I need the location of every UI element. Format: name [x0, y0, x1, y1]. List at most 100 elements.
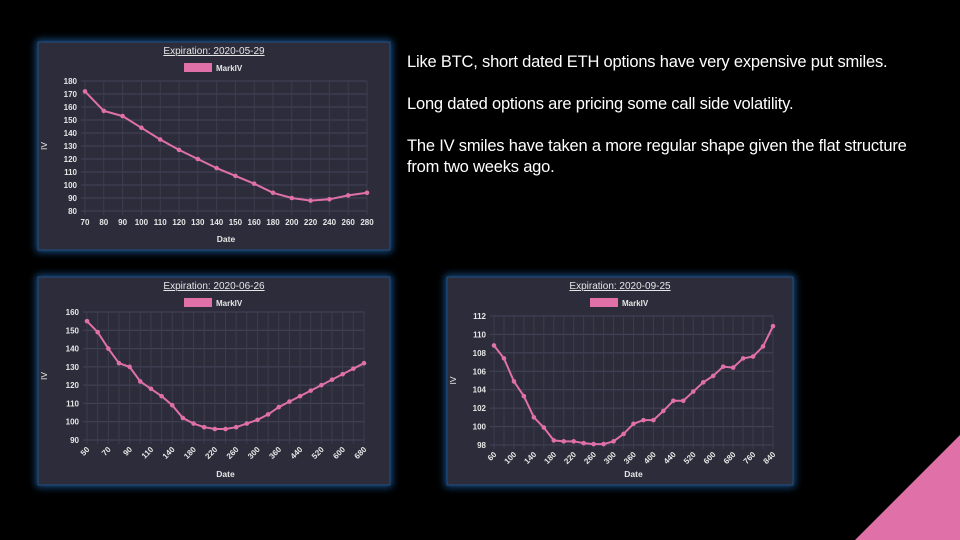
data-point [345, 193, 351, 198]
data-point [319, 382, 324, 388]
data-point [601, 441, 606, 447]
data-point [127, 364, 132, 370]
data-point [287, 399, 292, 404]
data-point [631, 421, 636, 427]
data-point [541, 425, 547, 430]
y-tick-label: 180 [64, 77, 78, 86]
paragraph: The IV smiles have taken a more regular … [407, 137, 907, 176]
paragraph: Long dated options are pricing some call… [407, 95, 794, 113]
data-point [671, 398, 676, 404]
data-point [351, 366, 356, 371]
legend-swatch [590, 298, 618, 307]
data-point [308, 388, 314, 393]
data-point [521, 393, 527, 399]
data-point [327, 197, 332, 202]
y-tick-label: 90 [68, 194, 77, 203]
data-point [214, 165, 219, 171]
x-tick-label: 100 [135, 218, 149, 227]
panel-background [446, 276, 794, 486]
data-point [195, 156, 201, 162]
y-tick-label: 130 [64, 142, 78, 151]
data-point [361, 360, 367, 366]
y-tick-label: 100 [64, 181, 78, 190]
x-tick-label: 70 [81, 218, 90, 227]
y-tick-label: 80 [68, 207, 77, 216]
chart-panel: Expiration: 2020-09-25 MarkIV 98 100 102 104 1… [445, 275, 795, 487]
x-tick-label: 150 [229, 218, 243, 227]
y-tick-label: 100 [66, 418, 80, 427]
legend-swatch [184, 63, 212, 72]
data-point [651, 417, 656, 423]
data-point [770, 323, 776, 329]
data-point [561, 439, 567, 444]
data-point [212, 426, 218, 432]
data-point [641, 417, 646, 423]
data-point [95, 329, 100, 335]
y-tick-label: 110 [473, 330, 486, 339]
data-point [740, 356, 746, 361]
data-point [255, 417, 260, 423]
chart-panel: Expiration: 2020-05-29 MarkIV 80 90 100 110 12… [36, 40, 392, 252]
chart-panel: Expiration: 2020-06-26 MarkIV 90 100 110 120 1… [36, 275, 392, 487]
y-tick-label: 102 [473, 404, 487, 413]
chart-title: Expiration: 2020-09-25 [569, 281, 671, 292]
data-point [730, 365, 736, 370]
y-tick-label: 120 [64, 155, 78, 164]
y-tick-label: 140 [64, 129, 78, 138]
data-point [308, 198, 313, 203]
data-point [191, 421, 196, 426]
data-point [157, 137, 163, 142]
x-tick-label: 200 [285, 218, 299, 227]
data-point [180, 415, 186, 421]
data-point [251, 181, 257, 186]
data-point [329, 377, 335, 382]
data-point [116, 360, 122, 366]
y-tick-label: 170 [64, 90, 78, 99]
data-point [233, 424, 239, 430]
x-tick-label: 160 [248, 218, 262, 227]
data-point [244, 421, 250, 426]
x-tick-label: 240 [323, 218, 337, 227]
data-point [710, 373, 716, 379]
data-point [270, 190, 276, 196]
x-axis-label: Date [216, 469, 235, 479]
data-point [511, 379, 517, 384]
chart-title: Expiration: 2020-05-29 [163, 46, 265, 57]
x-axis-label: Date [624, 469, 643, 479]
y-tick-label: 150 [66, 326, 80, 335]
y-tick-label: 130 [66, 363, 80, 372]
series-line [84, 90, 368, 202]
data-point [681, 398, 686, 404]
y-tick-label: 150 [64, 116, 78, 125]
y-tick-label: 104 [473, 386, 487, 395]
data-point [611, 439, 616, 444]
data-point [621, 431, 626, 437]
data-point [700, 380, 706, 385]
x-tick-label: 140 [210, 218, 224, 227]
data-point [364, 190, 370, 196]
legend-label: MarkIV [216, 64, 243, 73]
y-axis-label: IV [448, 376, 458, 384]
x-tick-label: 130 [191, 218, 205, 227]
data-point [82, 89, 88, 94]
corner-triangle [855, 435, 960, 540]
y-tick-label: 160 [64, 103, 78, 112]
data-point [176, 147, 182, 153]
data-point [139, 125, 144, 131]
data-point [289, 195, 295, 201]
data-point [159, 393, 164, 399]
data-point [661, 408, 666, 414]
y-tick-label: 110 [64, 168, 77, 177]
y-tick-label: 98 [477, 441, 486, 450]
paragraph: Like BTC, short dated ETH options have v… [407, 53, 888, 71]
data-point [201, 424, 207, 430]
data-point [276, 404, 282, 410]
y-tick-label: 108 [473, 349, 487, 358]
y-tick-label: 140 [66, 345, 80, 354]
legend-swatch [184, 298, 212, 307]
y-tick-label: 106 [473, 367, 487, 376]
data-point [760, 344, 766, 349]
data-point [581, 440, 586, 446]
